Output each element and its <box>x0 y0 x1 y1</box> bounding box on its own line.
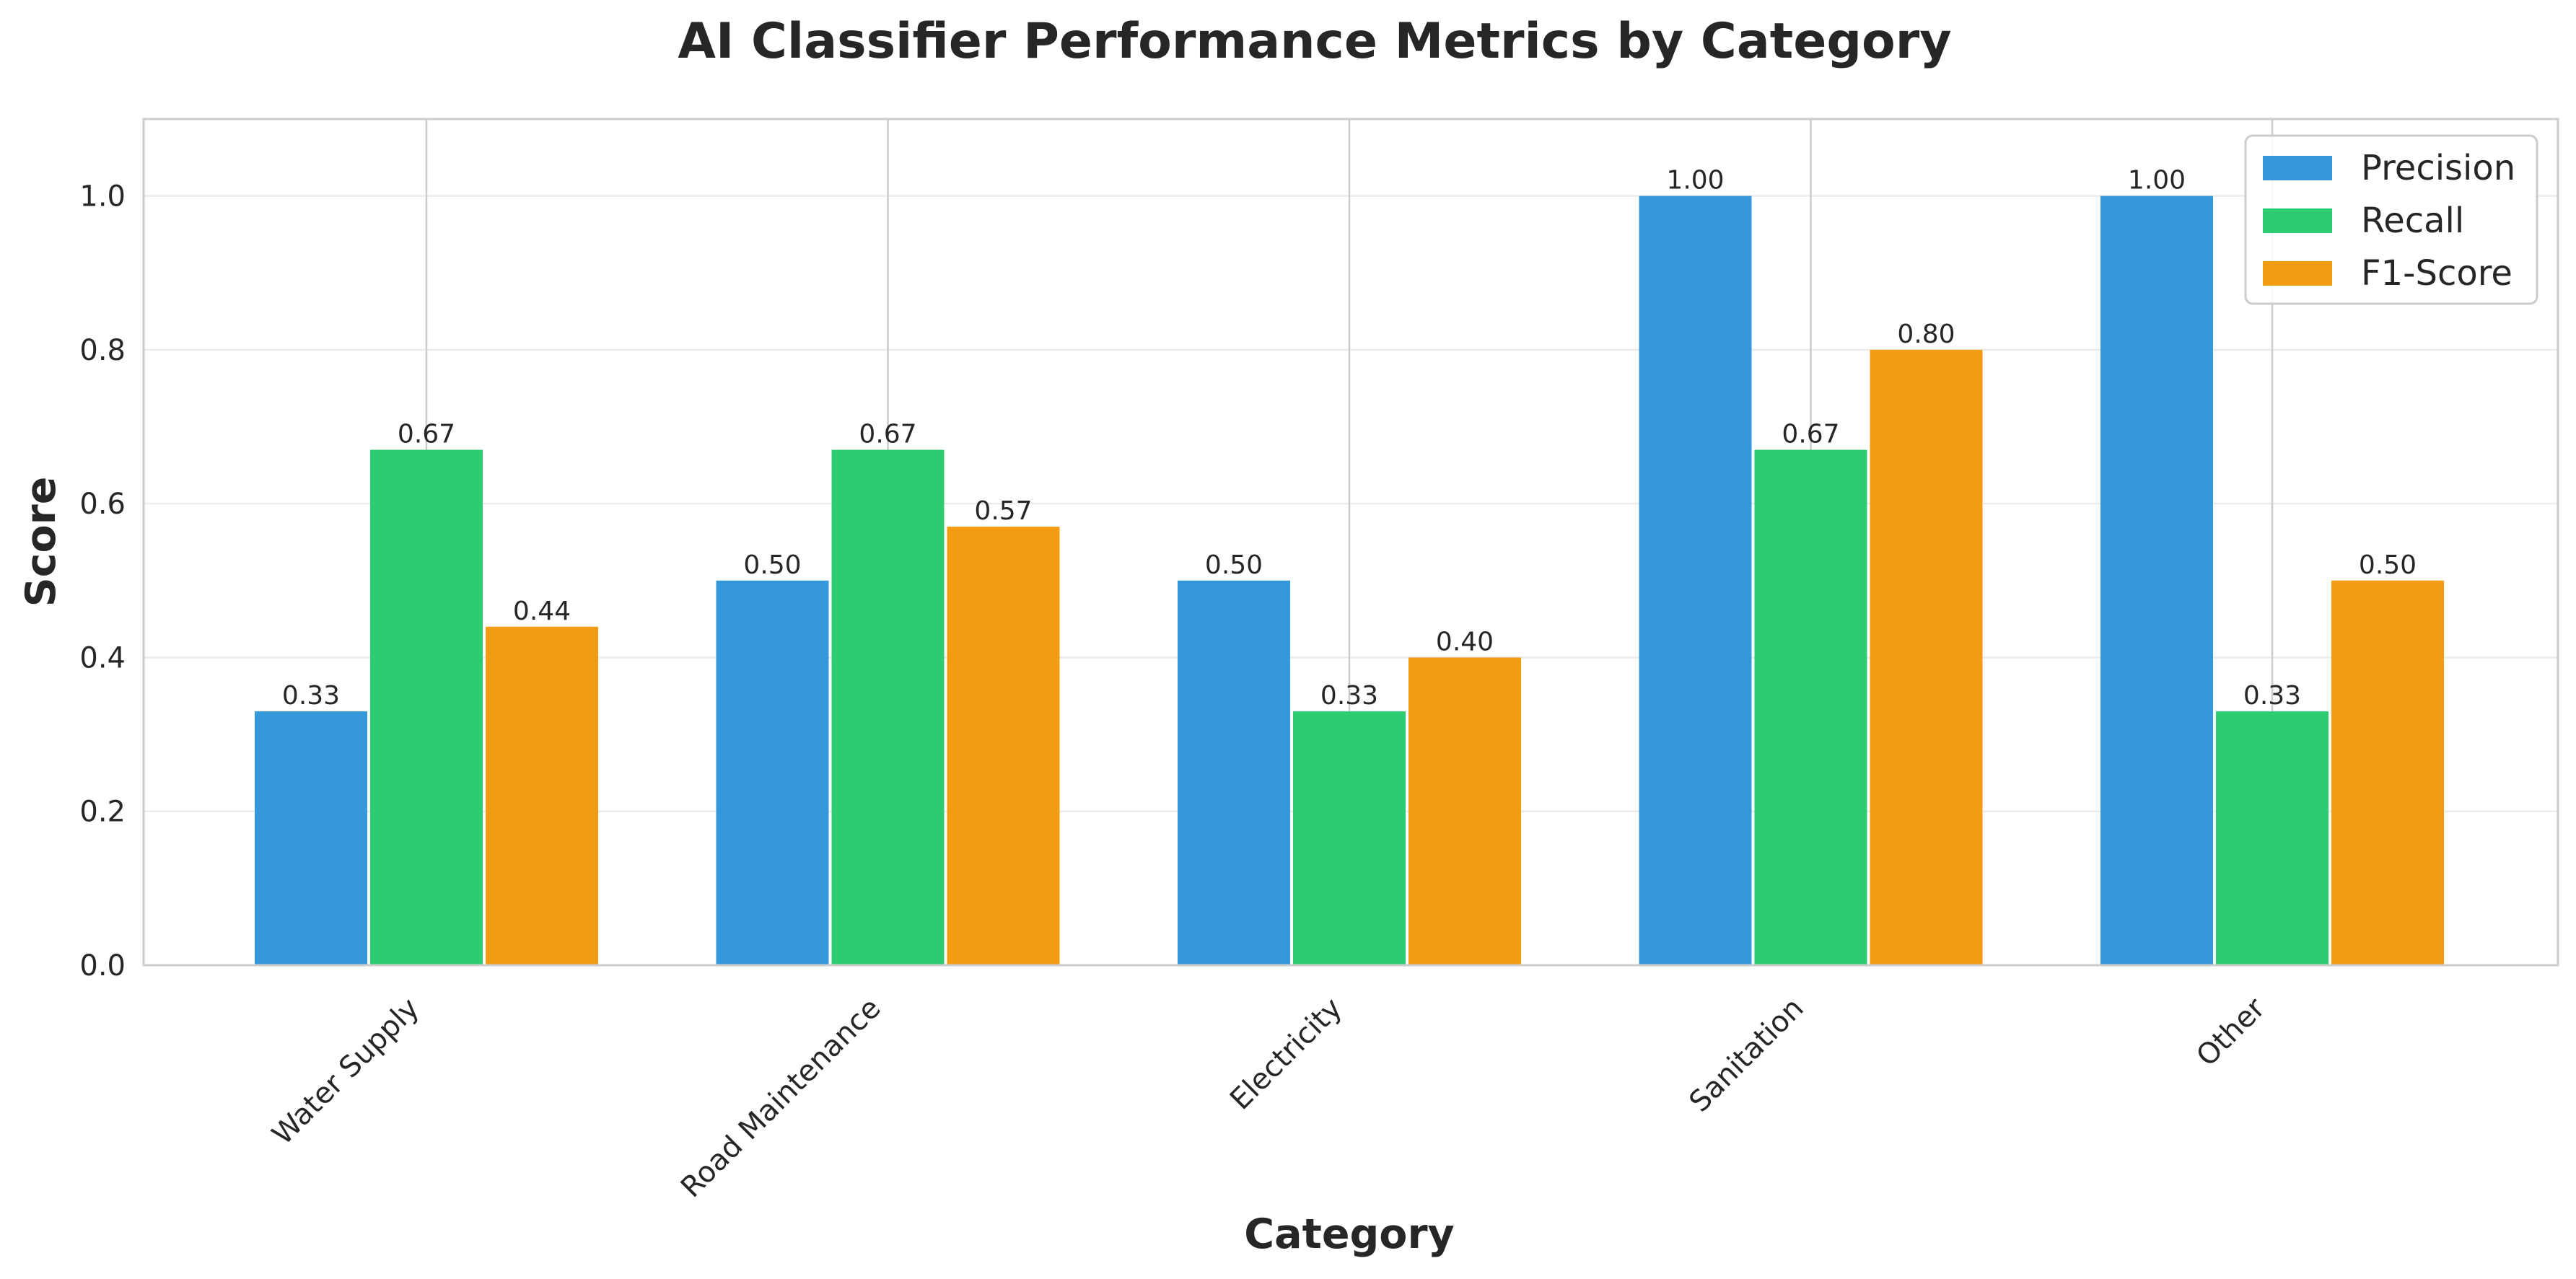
data-label: 0.33 <box>2243 681 2301 711</box>
data-label: 0.67 <box>1782 420 1839 449</box>
data-label: 0.44 <box>513 597 571 626</box>
data-label: 0.67 <box>859 420 916 449</box>
data-label: 0.67 <box>398 420 455 449</box>
data-labels: 0.33 0.50 0.50 1.00 1.00 0.67 0.67 0.33 0.67 0.33… <box>282 166 2417 711</box>
y-tick-label: 1.0 <box>79 180 126 214</box>
bar-precision <box>255 711 367 965</box>
legend-swatch <box>2263 261 2332 286</box>
bar-f1-score <box>1409 657 1521 965</box>
legend-swatch <box>2263 156 2332 180</box>
bar-f1-score <box>486 626 598 965</box>
bar-precision <box>2100 195 2213 965</box>
chart-title: AI Classifier Performance Metrics by Cat… <box>678 13 1951 70</box>
data-label: 0.57 <box>974 496 1032 526</box>
data-label: 1.00 <box>2128 166 2186 195</box>
legend-label: Precision <box>2361 148 2515 188</box>
bar-precision <box>1178 580 1290 965</box>
bar-recall <box>831 449 945 965</box>
y-tick-label: 0.8 <box>79 334 126 367</box>
y-tick-labels: 0.0 0.2 0.4 0.6 0.8 1.0 <box>79 180 126 983</box>
data-label: 0.33 <box>282 681 340 711</box>
data-label: 0.50 <box>1205 550 1263 580</box>
data-label: 0.50 <box>743 550 801 580</box>
y-tick-label: 0.2 <box>79 796 126 829</box>
y-tick-label: 0.0 <box>79 949 126 983</box>
data-label: 0.80 <box>1897 320 1955 349</box>
bar-f1-score <box>947 527 1060 965</box>
bar-precision <box>716 580 829 965</box>
y-tick-label: 0.4 <box>79 641 126 674</box>
legend-swatch <box>2263 208 2332 233</box>
data-label: 0.40 <box>1436 627 1494 656</box>
x-axis-label: Category <box>1244 1210 1454 1258</box>
bar-recall <box>1754 449 1867 965</box>
legend: Precision Recall F1-Score <box>2244 134 2538 305</box>
data-label: 0.33 <box>1320 681 1378 711</box>
plot-frame <box>142 118 2559 967</box>
y-tick-label: 0.6 <box>79 488 126 521</box>
bar-recall <box>370 449 483 965</box>
data-label: 0.50 <box>2359 550 2417 580</box>
bar-precision <box>1639 195 1752 965</box>
legend-label: Recall <box>2361 201 2464 241</box>
y-axis-label: Score <box>17 477 65 607</box>
data-label: 1.00 <box>1666 166 1724 195</box>
bars: 0.33 0.50 0.50 1.00 1.00 0.67 0.67 0.33 0.67 0.33… <box>255 166 2444 966</box>
bar-f1-score <box>2331 580 2444 965</box>
bar-f1-score <box>1870 349 1983 966</box>
bar-recall <box>1293 711 1406 965</box>
legend-label: F1-Score <box>2361 253 2513 294</box>
bar-recall <box>2216 711 2329 965</box>
